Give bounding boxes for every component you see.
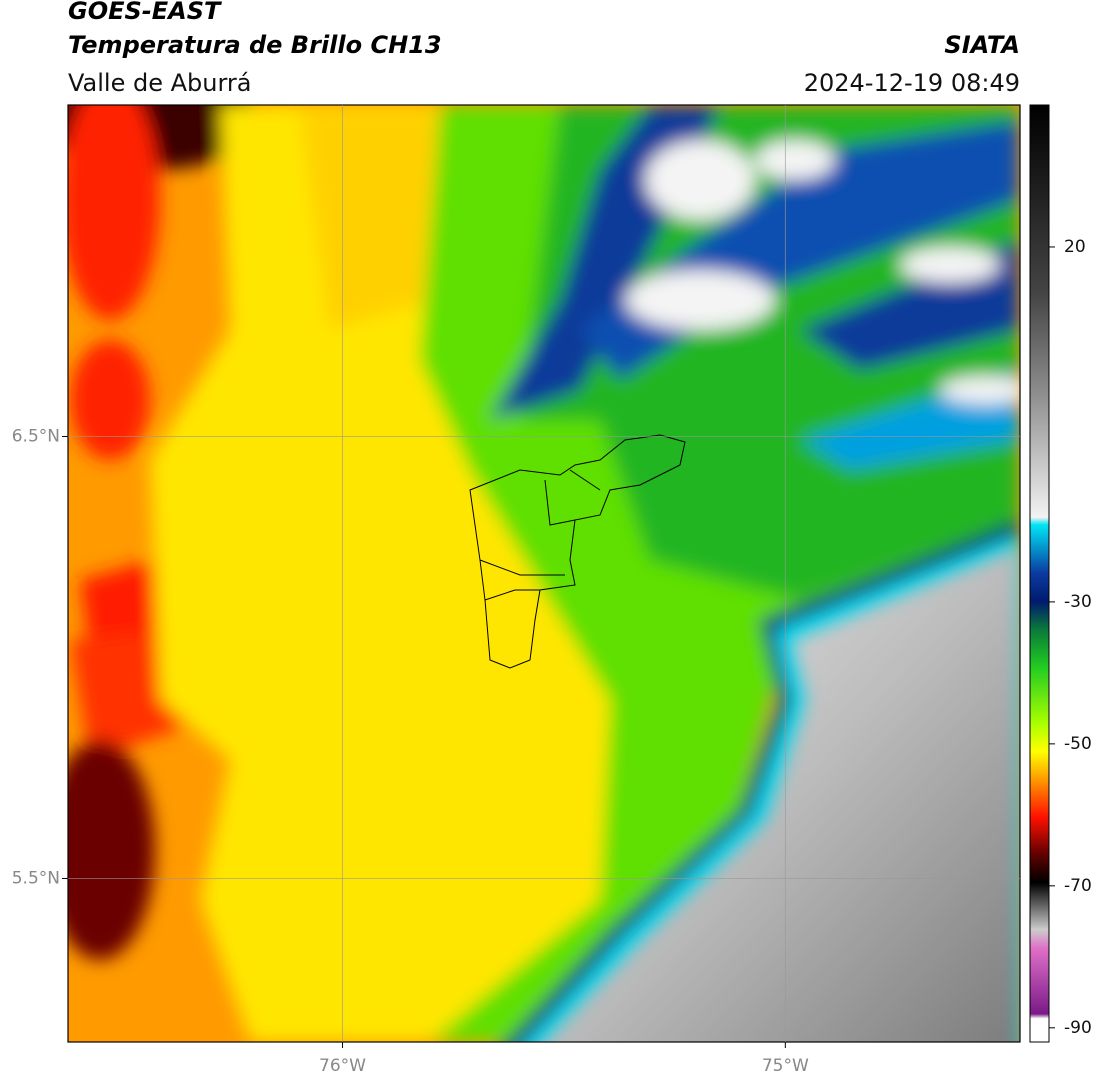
x-tick-label: 76°W (319, 1056, 366, 1076)
municipality-boundaries (469, 434, 686, 669)
region: Valle de Aburrá (68, 69, 252, 97)
satellite-image (68, 105, 1020, 1042)
x-tick-label: 75°W (762, 1056, 809, 1076)
colorbar-tick-label: -50 (1064, 734, 1092, 754)
datetime: 2024-12-19 08:49 (804, 69, 1020, 97)
title: GOES-EAST (68, 0, 222, 25)
map-frame (67, 104, 1021, 1043)
colorbar (1029, 104, 1050, 1043)
source: SIATA (944, 31, 1020, 59)
colorbar-tick-label: -30 (1064, 592, 1092, 612)
colorbar-tick-label: 20 (1064, 237, 1086, 257)
colorbar-tick-label: -90 (1064, 1018, 1092, 1038)
y-tick-label: 5.5°N (12, 868, 60, 888)
colorbar-tick-label: -70 (1064, 876, 1092, 896)
subtitle: Temperatura de Brillo CH13 (68, 31, 442, 59)
y-tick-label: 6.5°N (12, 426, 60, 446)
